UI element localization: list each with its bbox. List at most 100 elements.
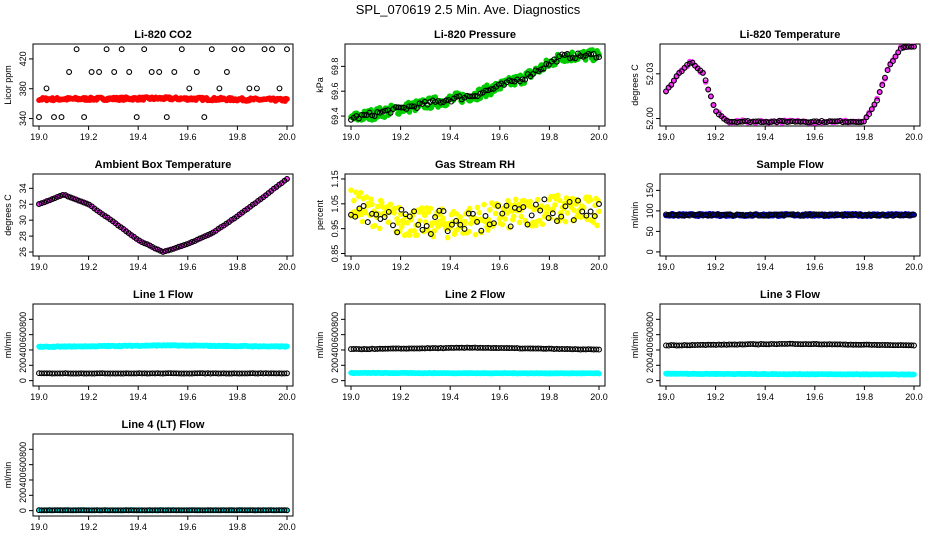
data-point xyxy=(892,211,899,218)
data-point xyxy=(281,370,288,377)
series-primary xyxy=(36,46,290,121)
data-point xyxy=(503,202,510,209)
data-point xyxy=(587,197,594,203)
data-point xyxy=(508,78,515,85)
x-tick-label: 19.4 xyxy=(756,392,774,402)
data-point xyxy=(538,66,544,73)
y-axis-label: ml/min xyxy=(3,462,13,489)
y-tick-label: 69.6 xyxy=(330,82,340,100)
data-point xyxy=(537,207,544,214)
data-point xyxy=(43,198,50,205)
y-axis-label: degrees C xyxy=(630,64,640,106)
y-tick-label: 400 xyxy=(645,342,655,357)
series-primary xyxy=(348,196,602,237)
data-point xyxy=(361,112,368,118)
data-point xyxy=(374,203,381,210)
plot-frame xyxy=(344,303,606,387)
y-tick-label: 28 xyxy=(18,231,28,241)
data-point xyxy=(821,212,828,219)
data-point xyxy=(36,114,42,121)
data-point xyxy=(448,221,455,228)
x-tick-label: 19.8 xyxy=(541,262,559,272)
x-tick-label: 19.2 xyxy=(707,132,725,142)
data-point xyxy=(66,69,73,75)
data-point xyxy=(398,206,405,213)
data-point xyxy=(596,208,602,215)
data-point xyxy=(72,196,79,203)
x-tick-label: 19.0 xyxy=(30,392,48,402)
data-point xyxy=(481,201,487,208)
data-point xyxy=(702,77,709,84)
data-point xyxy=(269,46,275,53)
data-point xyxy=(148,69,155,75)
data-point xyxy=(476,209,483,216)
data-point xyxy=(432,214,439,221)
data-point xyxy=(356,205,363,212)
panel-title: Li-820 Temperature xyxy=(740,29,841,41)
data-point xyxy=(472,231,479,238)
data-point xyxy=(575,197,581,204)
data-point xyxy=(528,212,535,219)
x-tick-label: 19.4 xyxy=(129,522,147,532)
x-tick-label: 20.0 xyxy=(278,522,296,532)
data-point xyxy=(502,216,509,222)
data-point xyxy=(855,211,862,218)
y-axis-label: Licor ppm xyxy=(3,65,13,105)
data-point xyxy=(871,101,878,108)
data-point xyxy=(562,203,569,210)
data-point xyxy=(65,193,71,200)
x-tick-label: 19.0 xyxy=(342,262,360,272)
x-tick-label: 19.2 xyxy=(707,262,725,272)
x-tick-label: 19.6 xyxy=(179,392,197,402)
data-point xyxy=(196,235,203,242)
data-point xyxy=(534,196,541,203)
x-tick-label: 20.0 xyxy=(590,392,608,402)
data-point xyxy=(882,212,888,219)
panel-5: Sample Flow ml/min 19.0 19.2 19.4 19.6 19.8 20.… xyxy=(630,159,923,272)
data-point xyxy=(73,46,80,53)
series-primary xyxy=(36,370,290,377)
data-point xyxy=(499,221,506,228)
data-point xyxy=(472,93,478,99)
data-point xyxy=(676,211,683,218)
data-point xyxy=(876,89,883,95)
y-tick-label: 600 xyxy=(18,457,28,472)
data-point xyxy=(694,211,701,218)
data-point xyxy=(510,213,517,220)
x-tick-label: 20.0 xyxy=(905,262,923,272)
y-tick-label: 0 xyxy=(645,249,655,254)
data-point xyxy=(284,343,290,350)
x-tick-label: 20.0 xyxy=(905,392,923,402)
data-point xyxy=(485,227,491,233)
data-point xyxy=(516,219,523,226)
data-point xyxy=(668,81,675,88)
x-tick-label: 19.8 xyxy=(229,522,247,532)
data-point xyxy=(524,221,531,228)
plot-frame xyxy=(659,303,921,387)
data-point xyxy=(440,215,446,222)
data-point xyxy=(411,227,418,234)
data-point xyxy=(506,77,513,84)
x-tick-label: 20.0 xyxy=(278,132,296,142)
panel-3: Ambient Box Temperature degrees C 19.0 19.2… xyxy=(3,159,296,272)
data-point xyxy=(253,85,260,92)
data-point xyxy=(530,71,536,77)
x-tick-label: 19.2 xyxy=(80,392,98,402)
data-point xyxy=(469,210,476,217)
data-point xyxy=(81,114,88,121)
x-tick-label: 19.4 xyxy=(441,262,459,272)
x-tick-label: 19.0 xyxy=(30,132,48,142)
y-tick-label: 200 xyxy=(18,488,28,503)
data-point xyxy=(231,46,238,53)
data-point xyxy=(776,211,783,218)
data-point xyxy=(281,507,288,514)
data-point xyxy=(216,85,223,92)
x-tick-label: 19.4 xyxy=(129,392,147,402)
data-point xyxy=(390,222,396,229)
data-point xyxy=(554,192,561,199)
x-tick-label: 19.4 xyxy=(756,132,774,142)
data-point xyxy=(398,104,405,111)
data-point xyxy=(834,118,841,125)
data-point xyxy=(760,212,767,219)
